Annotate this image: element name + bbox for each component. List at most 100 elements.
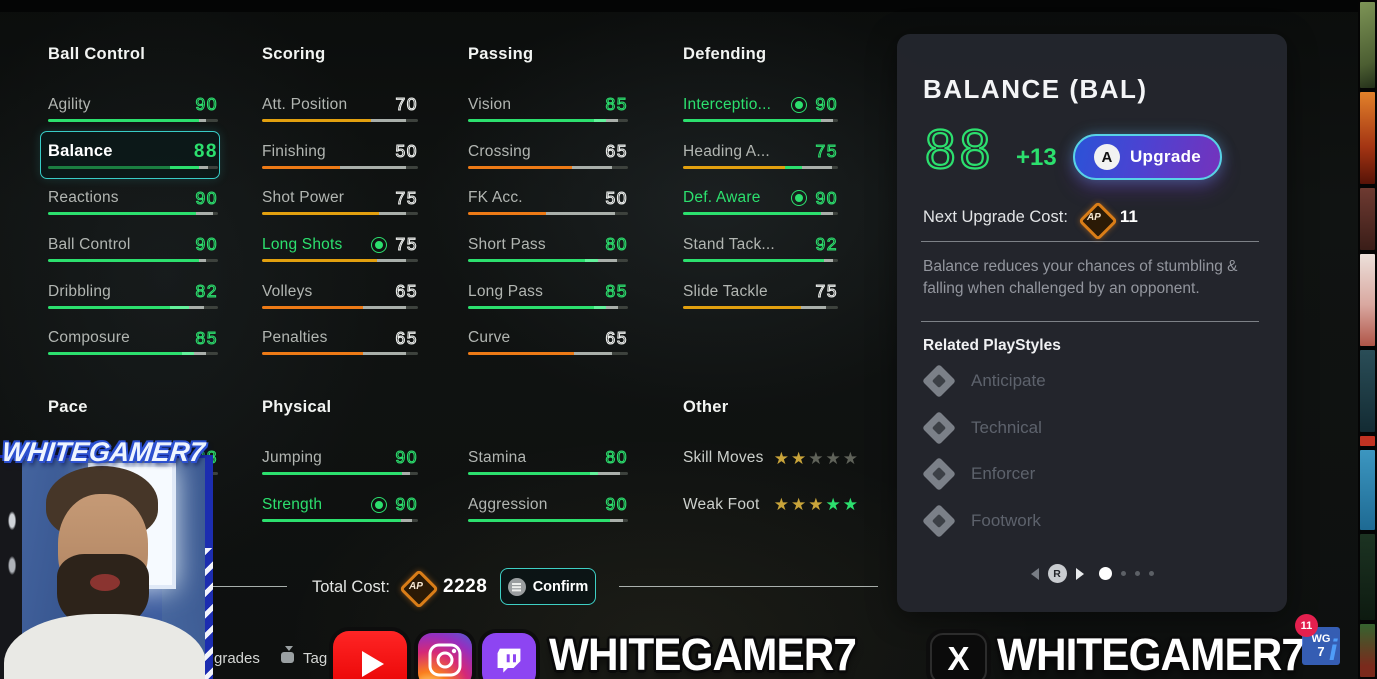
stat-row-penalties[interactable]: Penalties 65 bbox=[262, 328, 418, 375]
star-icon: ★ bbox=[825, 448, 841, 468]
twitch-icon[interactable] bbox=[482, 633, 536, 679]
divider bbox=[150, 586, 287, 587]
stat-label: FK Acc. bbox=[468, 189, 523, 207]
video-thumbnail[interactable] bbox=[1360, 2, 1375, 88]
youtube-icon[interactable] bbox=[333, 631, 407, 679]
stat-row-agility[interactable]: Agility 90 bbox=[48, 95, 218, 142]
streamer-name-overlay: WHITEGAMER7 bbox=[0, 437, 207, 467]
stat-row-slide-tackle[interactable]: Slide Tackle 75 bbox=[683, 282, 838, 329]
stat-value: 75 bbox=[815, 281, 838, 301]
stat-row-shot-power[interactable]: Shot Power 75 bbox=[262, 188, 418, 235]
rating-delta: +13 bbox=[1016, 144, 1057, 171]
playstyle-enforcer[interactable]: Enforcer bbox=[921, 454, 1035, 494]
stat-row-balance[interactable]: Balance 88 bbox=[40, 130, 220, 189]
stat-bar bbox=[683, 212, 838, 216]
star-icon: ★ bbox=[791, 448, 807, 468]
stat-row-stand-tack[interactable]: Stand Tack... 92 bbox=[683, 235, 838, 282]
stat-label: Ball Control bbox=[48, 236, 131, 254]
tag-footer-fragment: Tag bbox=[303, 650, 328, 667]
stat-row-volleys[interactable]: Volleys 65 bbox=[262, 282, 418, 329]
confirm-button[interactable]: Confirm bbox=[500, 568, 596, 605]
play-triangle-icon bbox=[361, 651, 384, 677]
video-thumbnail[interactable] bbox=[1360, 436, 1375, 446]
video-thumbnail[interactable] bbox=[1360, 534, 1375, 620]
instagram-icon[interactable] bbox=[418, 633, 472, 679]
stat-row-skill-moves[interactable]: Skill Moves ★ ★ ★ ★ ★ bbox=[683, 448, 858, 495]
webcam-video bbox=[0, 455, 213, 679]
playstyle-anticipate[interactable]: Anticipate bbox=[921, 361, 1046, 401]
stat-label: Short Pass bbox=[468, 236, 546, 254]
video-thumbnail[interactable] bbox=[1360, 254, 1375, 346]
stat-value: 75 bbox=[395, 234, 418, 255]
stat-label: Composure bbox=[48, 329, 130, 347]
twitch-glitch-glyph bbox=[497, 648, 521, 673]
star-icon: ★ bbox=[808, 448, 824, 468]
stat-label: Weak Foot bbox=[683, 495, 760, 513]
playstyle-technical[interactable]: Technical bbox=[921, 408, 1042, 448]
suggested-videos-strip[interactable] bbox=[1358, 0, 1377, 679]
stat-bar bbox=[468, 165, 628, 169]
stat-bar bbox=[262, 518, 418, 522]
video-thumbnail[interactable] bbox=[1360, 350, 1375, 432]
stat-row-short-pass[interactable]: Short Pass 80 bbox=[468, 235, 628, 282]
stat-row-composure[interactable]: Composure 85 bbox=[48, 328, 218, 375]
divider bbox=[921, 321, 1259, 322]
stat-row-crossing[interactable]: Crossing 65 bbox=[468, 142, 628, 189]
page-dot-active[interactable] bbox=[1098, 567, 1112, 580]
video-thumbnail[interactable] bbox=[1360, 624, 1375, 677]
stat-row-long-shots[interactable]: Long Shots 75 bbox=[262, 235, 418, 282]
stat-bar bbox=[468, 119, 628, 122]
star-rating: ★ ★ ★ ★ ★ bbox=[774, 450, 858, 467]
stat-row-long-pass[interactable]: Long Pass 85 bbox=[468, 282, 628, 329]
stat-row-dribbling[interactable]: Dribbling 82 bbox=[48, 282, 218, 329]
stat-bar bbox=[48, 212, 218, 216]
stat-row-curve[interactable]: Curve 65 bbox=[468, 328, 628, 375]
ap-points-icon: AP bbox=[401, 571, 431, 601]
stat-label: Slide Tackle bbox=[683, 282, 768, 300]
stat-row-aggression[interactable]: Aggression 90 bbox=[468, 495, 628, 542]
video-thumbnail[interactable] bbox=[1360, 450, 1375, 530]
stat-value: 90 bbox=[815, 94, 838, 115]
chevron-right-icon[interactable] bbox=[1075, 567, 1084, 580]
stat-row-reactions[interactable]: Reactions 90 bbox=[48, 188, 218, 235]
stat-row-att-position[interactable]: Att. Position 70 bbox=[262, 95, 418, 142]
page-dot[interactable] bbox=[1148, 571, 1154, 576]
stat-value: 92 bbox=[815, 234, 838, 255]
stat-row-heading-a[interactable]: Heading A... 75 bbox=[683, 142, 838, 189]
stat-row-fk-acc[interactable]: FK Acc. 50 bbox=[468, 188, 628, 235]
video-thumbnail[interactable] bbox=[1360, 92, 1375, 184]
stat-row-weak-foot[interactable]: Weak Foot ★ ★ ★ ★ ★ bbox=[683, 495, 858, 542]
stat-bar bbox=[48, 259, 218, 263]
total-cost-value: 2228 bbox=[443, 576, 488, 597]
upgrade-button[interactable]: A Upgrade bbox=[1073, 134, 1222, 180]
playstyle-footwork[interactable]: Footwork bbox=[921, 501, 1041, 541]
banner-channel-name-right: WHITEGAMER7 bbox=[997, 629, 1305, 679]
stat-value: 90 bbox=[815, 187, 838, 208]
page-dot[interactable] bbox=[1134, 571, 1140, 576]
stat-value: 82 bbox=[195, 281, 218, 301]
stat-row-stamina[interactable]: Stamina 80 bbox=[468, 448, 628, 495]
info-card-icon[interactable]: i bbox=[1329, 634, 1338, 667]
stat-label: Aggression bbox=[468, 495, 548, 513]
x-twitter-icon[interactable]: X bbox=[930, 633, 987, 679]
passing-column: Passing Vision 85 Crossing 65 FK Acc. 50 Short … bbox=[468, 45, 628, 375]
stat-row-strength[interactable]: Strength 90 bbox=[262, 495, 418, 542]
next-upgrade-cost-row: Next Upgrade Cost: AP 11 bbox=[923, 202, 1138, 232]
controller-a-button-icon: A bbox=[1093, 144, 1120, 170]
chevron-left-icon[interactable] bbox=[1030, 567, 1039, 580]
stat-row-vision[interactable]: Vision 85 bbox=[468, 95, 628, 142]
stat-value: 65 bbox=[395, 327, 418, 348]
stat-label: Penalties bbox=[262, 329, 328, 347]
upgrade-label: Upgrade bbox=[1129, 147, 1202, 166]
stat-row-jumping[interactable]: Jumping 90 bbox=[262, 448, 418, 495]
stat-row-interceptio[interactable]: Interceptio... 90 bbox=[683, 95, 838, 142]
l-button-icon bbox=[279, 645, 297, 665]
stat-label: Long Pass bbox=[468, 282, 544, 300]
stat-description: Balance reduces your chances of stumblin… bbox=[923, 258, 1238, 297]
stat-row-ball-control[interactable]: Ball Control 90 bbox=[48, 235, 218, 282]
video-thumbnail[interactable] bbox=[1360, 188, 1375, 250]
page-dot[interactable] bbox=[1120, 571, 1126, 576]
stat-row-finishing[interactable]: Finishing 50 bbox=[262, 142, 418, 189]
channel-watermark[interactable]: WG 7 bbox=[1302, 627, 1340, 665]
stat-row-def-aware[interactable]: Def. Aware 90 bbox=[683, 188, 838, 235]
